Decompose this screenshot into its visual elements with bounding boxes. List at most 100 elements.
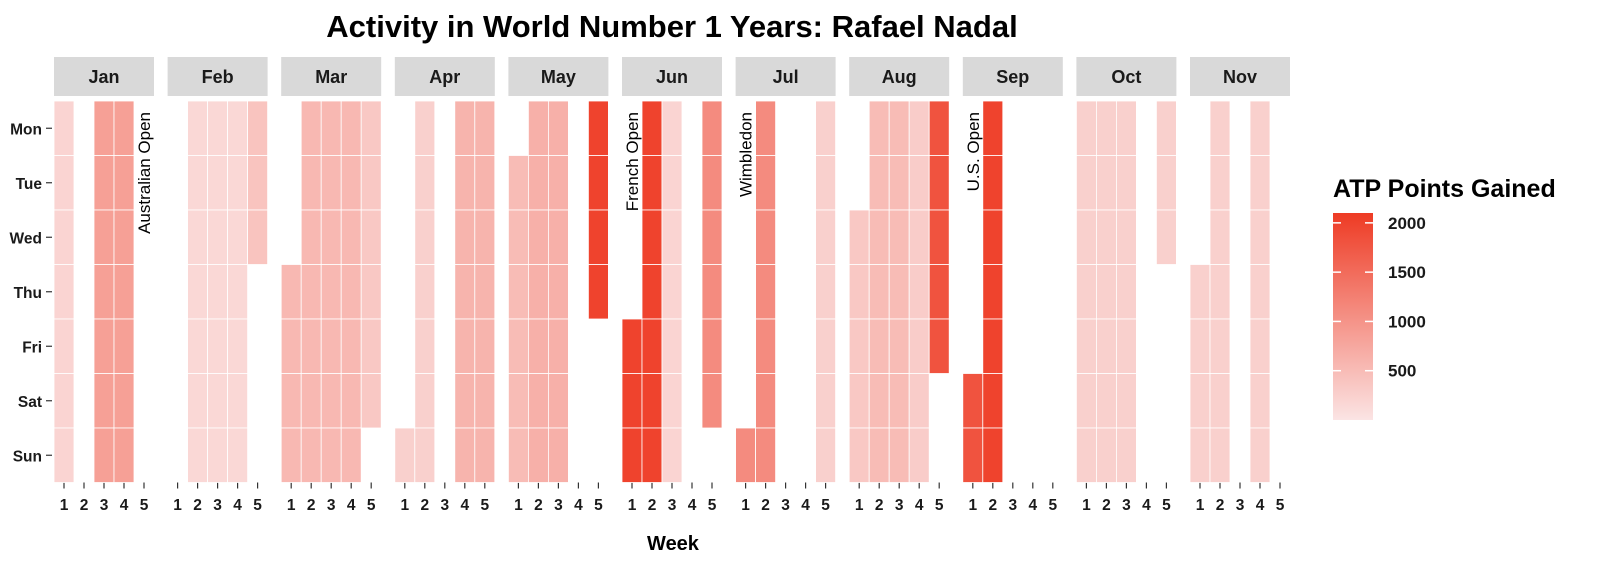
heatmap-cell xyxy=(815,318,836,374)
heatmap-cell xyxy=(187,155,209,211)
heatmap-cell xyxy=(320,427,342,483)
month-label: Feb xyxy=(202,67,234,87)
heatmap-cell xyxy=(1076,318,1097,374)
panel-apr: Apr 1 2 3 4 5 xyxy=(394,57,495,514)
week-tick-label: 4 xyxy=(347,497,356,514)
heatmap-cell xyxy=(394,427,416,483)
heatmap-cell xyxy=(340,100,362,156)
heatmap-cell xyxy=(113,318,135,374)
heatmap-cell xyxy=(701,155,723,211)
week-tick-label: 5 xyxy=(140,497,149,514)
heatmap-cell xyxy=(474,427,496,483)
heatmap-cell xyxy=(1209,209,1231,265)
heatmap-cell xyxy=(588,264,609,320)
heatmap-cell xyxy=(507,427,529,483)
heatmap-cell xyxy=(93,318,115,374)
heatmap-cell xyxy=(320,264,342,320)
heatmap-cell xyxy=(848,209,870,265)
heatmap-cell xyxy=(227,318,249,374)
heatmap-cell xyxy=(928,209,950,265)
week-tick-label: 2 xyxy=(193,497,202,514)
heatmap-cell xyxy=(113,427,135,483)
heatmap-cell xyxy=(1096,155,1117,211)
heatmap-cell xyxy=(928,155,950,211)
heatmap-cell xyxy=(474,209,496,265)
heatmap-cell xyxy=(300,100,322,156)
week-tick-label: 3 xyxy=(100,497,109,514)
heatmap-cell xyxy=(1156,209,1177,265)
heatmap-cell xyxy=(528,155,549,211)
heatmap-cell xyxy=(908,155,930,211)
week-tick-label: 4 xyxy=(1256,497,1265,514)
heatmap-cell xyxy=(454,427,476,483)
heatmap-cell xyxy=(982,373,1004,429)
month-strip xyxy=(394,57,495,96)
heatmap-cell xyxy=(1116,155,1137,211)
heatmap-cell xyxy=(1156,155,1177,211)
heatmap-cell xyxy=(340,318,362,374)
heatmap-cell xyxy=(93,209,115,265)
heatmap-cell xyxy=(962,427,984,483)
heatmap-cell xyxy=(815,373,836,429)
heatmap-cell xyxy=(1116,318,1137,374)
day-label: Mon xyxy=(10,121,42,138)
month-label: Sep xyxy=(996,67,1029,87)
week-tick-label: 1 xyxy=(968,497,977,514)
week-tick-label: 5 xyxy=(1276,497,1285,514)
week-tick-label: 4 xyxy=(1028,497,1037,514)
month-label: Oct xyxy=(1111,67,1141,87)
heatmap-cell xyxy=(982,427,1004,483)
heatmap-cell xyxy=(474,264,496,320)
week-tick-label: 2 xyxy=(988,497,997,514)
week-tick-label: 5 xyxy=(1048,497,1057,514)
heatmap-cell xyxy=(227,373,249,429)
heatmap-cell xyxy=(207,318,229,374)
heatmap-cell xyxy=(928,318,950,374)
heatmap-cell xyxy=(340,264,362,320)
week-tick-label: 4 xyxy=(801,497,810,514)
week-tick-label: 2 xyxy=(648,497,657,514)
week-tick-label: 3 xyxy=(554,497,563,514)
day-label: Fri xyxy=(22,339,42,356)
week-tick-label: 3 xyxy=(213,497,222,514)
week-tick-label: 5 xyxy=(1162,497,1171,514)
heatmap-cell xyxy=(888,427,910,483)
tournament-annotation: Australian Open xyxy=(135,112,154,234)
week-tick-label: 5 xyxy=(594,497,603,514)
month-label: Nov xyxy=(1223,67,1257,87)
heatmap-cell xyxy=(187,209,209,265)
week-tick-label: 2 xyxy=(1102,497,1111,514)
month-strip xyxy=(1190,57,1290,96)
heatmap-cell xyxy=(815,264,836,320)
month-strip xyxy=(735,57,836,96)
heatmap-cell xyxy=(53,318,75,374)
heatmap-cell xyxy=(93,155,115,211)
tournament-annotation: U.S. Open xyxy=(964,112,983,191)
heatmap-cell xyxy=(701,264,723,320)
heatmap-cell xyxy=(53,100,75,156)
week-tick-label: 2 xyxy=(1216,497,1225,514)
heatmap-cell xyxy=(755,100,776,156)
month-strip xyxy=(622,57,722,96)
heatmap-cell xyxy=(280,427,302,483)
heatmap-cell xyxy=(247,155,269,211)
legend-colorbar xyxy=(1333,213,1373,420)
heatmap-cell xyxy=(1189,318,1211,374)
heatmap-cell xyxy=(207,155,229,211)
heatmap-cell xyxy=(113,264,135,320)
week-tick-label: 1 xyxy=(400,497,409,514)
panel-may: May 1 2 3 4 5 xyxy=(508,57,609,514)
week-tick-label: 5 xyxy=(935,497,944,514)
heatmap-cell xyxy=(868,100,890,156)
week-tick-label: 3 xyxy=(895,497,904,514)
heatmap-cell xyxy=(474,155,496,211)
heatmap-cell xyxy=(247,209,269,265)
chart-title: Activity in World Number 1 Years: Rafael… xyxy=(326,9,1017,44)
heatmap-cell xyxy=(1209,155,1231,211)
heatmap-cell xyxy=(908,264,930,320)
heatmap-cell xyxy=(1116,264,1137,320)
heatmap-cell xyxy=(227,100,249,156)
heatmap-cell xyxy=(1096,318,1117,374)
day-label: Wed xyxy=(10,230,42,247)
